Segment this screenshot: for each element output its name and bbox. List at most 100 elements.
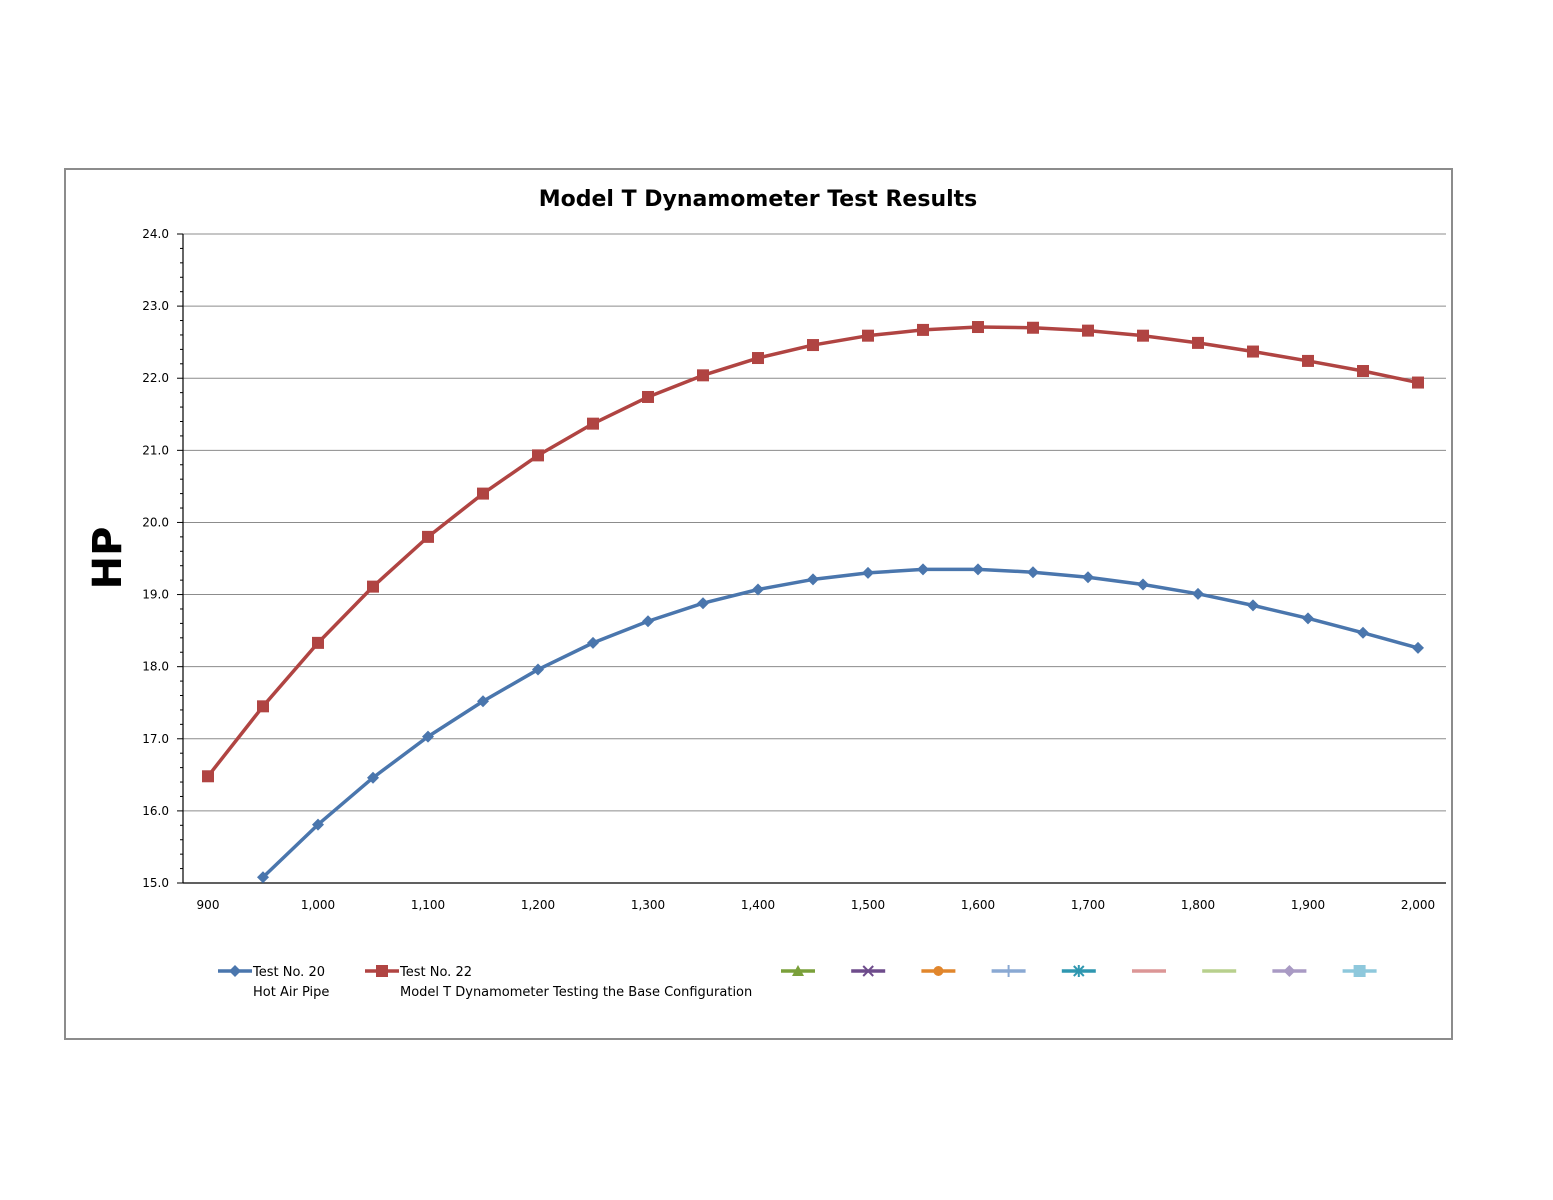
series-line <box>261 567 1419 879</box>
series-group <box>202 321 1424 884</box>
y-axis-label: HP <box>85 527 131 590</box>
data-point <box>862 329 874 342</box>
legend-item-2: Test No. 22 Model T Dynamometer Testing t… <box>365 965 752 1000</box>
data-point <box>1137 329 1149 342</box>
data-point <box>972 321 984 334</box>
data-point <box>1302 354 1314 367</box>
chart-frame <box>64 168 1453 1040</box>
data-point <box>1027 321 1039 334</box>
data-point <box>1027 566 1039 579</box>
legend-empty-entry <box>1272 965 1307 977</box>
data-point <box>752 583 764 596</box>
data-point <box>422 730 434 743</box>
chart-title: Model T Dynamometer Test Results <box>539 187 978 212</box>
legend-item-1: Test No. 20 Hot Air Pipe <box>218 965 329 1000</box>
legend-marker <box>1283 965 1296 977</box>
y-tick-label: 15.0 <box>142 876 169 890</box>
x-tick-label: 1,700 <box>1071 898 1105 912</box>
data-point <box>1357 365 1369 378</box>
data-point <box>642 390 654 403</box>
data-point <box>587 417 599 430</box>
data-point <box>532 449 544 462</box>
data-point <box>1082 571 1094 584</box>
legend-empty-entry <box>851 965 886 977</box>
legend-empty-entry <box>1342 965 1377 977</box>
grid-lines <box>183 233 1446 812</box>
x-tick-label: 1,600 <box>961 898 995 912</box>
series-1 <box>257 563 1424 884</box>
legend-marker <box>229 965 241 977</box>
data-point <box>367 771 379 784</box>
x-tick-label: 900 <box>197 898 220 912</box>
x-tick-label: 2,000 <box>1401 898 1435 912</box>
data-point <box>862 566 874 579</box>
data-point <box>1302 612 1314 625</box>
data-point <box>917 323 929 336</box>
y-tick-label: 20.0 <box>142 515 169 529</box>
data-point <box>587 636 599 649</box>
series-2 <box>202 321 1424 783</box>
y-tick-label: 17.0 <box>142 732 169 746</box>
legend-empty-entry <box>1061 965 1096 977</box>
legend-empty-entry <box>781 965 815 976</box>
legend-marker <box>376 965 388 977</box>
legend-label: Test No. 20 <box>252 965 325 980</box>
data-point <box>367 580 379 593</box>
data-point <box>1137 578 1149 591</box>
data-point <box>202 770 214 783</box>
data-point <box>477 487 489 500</box>
data-point <box>1412 641 1424 654</box>
legend-marker <box>862 965 874 977</box>
data-point <box>477 695 489 708</box>
data-point <box>1192 336 1204 349</box>
legend: Test No. 20 Hot Air Pipe Test No. 22 Model … <box>218 965 1377 1000</box>
data-point <box>257 871 269 884</box>
data-point <box>1412 376 1424 389</box>
data-point <box>1192 587 1204 600</box>
y-tick-label: 18.0 <box>142 660 169 674</box>
data-point <box>1247 345 1259 358</box>
data-point <box>1357 626 1369 639</box>
axes <box>182 234 1446 884</box>
y-tick-label: 19.0 <box>142 588 169 602</box>
data-point <box>312 818 324 831</box>
data-point <box>1082 324 1094 337</box>
legend-empty-entry <box>991 965 1026 977</box>
data-point <box>422 530 434 543</box>
x-tick-label: 1,100 <box>411 898 445 912</box>
data-point <box>807 573 819 586</box>
data-point <box>532 663 544 676</box>
y-tick-label: 21.0 <box>142 443 169 457</box>
x-tick-label: 1,400 <box>741 898 775 912</box>
data-point <box>752 352 764 365</box>
x-tick-label: 1,300 <box>631 898 665 912</box>
data-point <box>257 700 269 713</box>
y-tick-label: 24.0 <box>142 227 169 241</box>
data-point <box>642 615 654 628</box>
legend-marker <box>792 965 804 976</box>
y-tick-label: 16.0 <box>142 804 169 818</box>
x-axis-ticks: 900 1,000 1,100 1,200 1,300 1,400 1,500 1,600 1,… <box>197 898 1436 912</box>
legend-empty-entry <box>921 966 956 976</box>
x-tick-label: 1,800 <box>1181 898 1215 912</box>
legend-marker <box>1353 965 1366 977</box>
data-point <box>697 369 709 382</box>
series-line <box>206 325 1419 778</box>
x-tick-label: 1,500 <box>851 898 885 912</box>
data-point <box>917 563 929 576</box>
x-tick-label: 1,200 <box>521 898 555 912</box>
legend-sublabel: Model T Dynamometer Testing the Base Con… <box>400 985 752 1000</box>
legend-marker <box>933 966 944 976</box>
legend-marker <box>1073 965 1085 977</box>
x-tick-label: 1,000 <box>301 898 335 912</box>
data-point <box>697 597 709 610</box>
y-tick-label: 23.0 <box>142 299 169 313</box>
data-point <box>1247 599 1259 612</box>
data-point <box>972 563 984 576</box>
data-point <box>312 636 324 649</box>
legend-sublabel: Hot Air Pipe <box>253 985 329 1000</box>
y-tick-label: 22.0 <box>142 371 169 385</box>
legend-label: Test No. 22 <box>399 965 472 980</box>
x-tick-label: 1,900 <box>1291 898 1325 912</box>
